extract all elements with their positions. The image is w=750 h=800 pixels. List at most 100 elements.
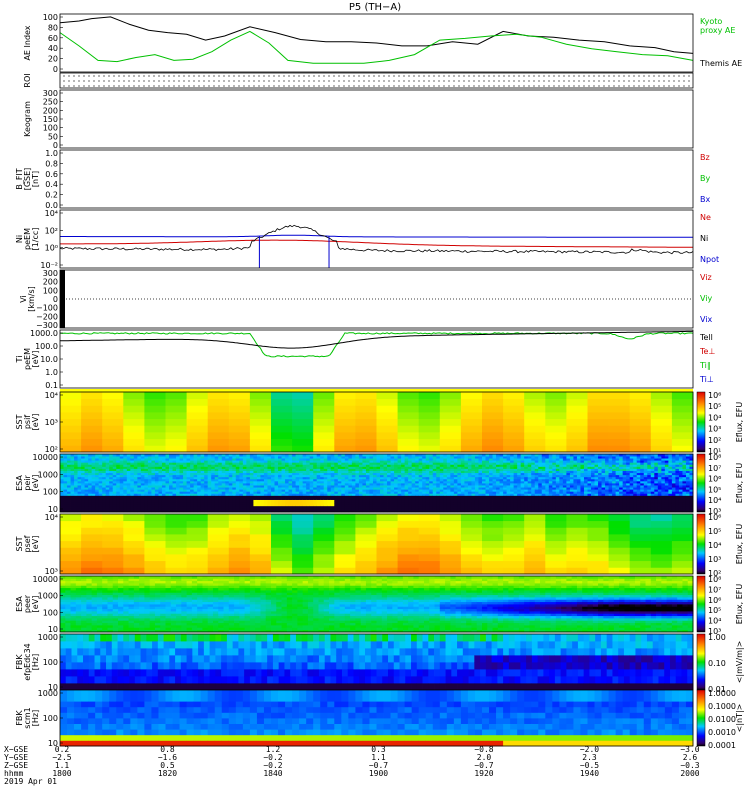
spectrogram-cell: [225, 499, 230, 503]
spectrogram-cell: [580, 499, 585, 503]
spectrogram-cell: [63, 483, 68, 486]
spectrogram-cell: [429, 503, 434, 507]
spectrogram-cell: [503, 503, 508, 507]
spectrogram-cell: [471, 495, 476, 498]
spectrogram-cell: [327, 472, 332, 476]
spectrogram-cell: [583, 499, 588, 503]
spectrogram-cell: [260, 495, 265, 498]
spectrogram-cell: [436, 507, 441, 511]
spectrogram-cell: [102, 495, 107, 498]
spectrogram-cell: [587, 432, 609, 440]
spectrogram-cell: [380, 489, 384, 492]
spectrogram-cell: [172, 478, 177, 482]
roi-dot: [453, 85, 455, 87]
spectrogram-cell: [464, 468, 469, 471]
spectrogram-cell: [372, 495, 377, 498]
spectrogram-cell: [102, 458, 107, 461]
spectrogram-cell: [496, 503, 500, 507]
spectrogram-cell: [119, 499, 124, 503]
spectrogram-cell: [200, 476, 205, 480]
spectrogram-cell: [559, 466, 564, 469]
spectrogram-cell: [88, 480, 93, 484]
spectrogram-cell: [140, 456, 145, 459]
spectrogram-cell: [274, 491, 279, 494]
spectrogram-cell: [527, 480, 532, 484]
spectrogram-cell: [271, 470, 275, 474]
spectrogram-cell: [464, 499, 469, 503]
roi-dot: [348, 75, 350, 77]
spectrogram-cell: [186, 485, 191, 488]
spectrogram-cell: [302, 460, 307, 463]
spectrogram-cell: [70, 466, 75, 469]
spectrogram-cell: [520, 478, 525, 482]
spectrogram-cell: [365, 478, 370, 482]
spectrogram-cell: [337, 497, 342, 500]
spectrogram-cell: [91, 476, 96, 480]
spectrogram-cell: [460, 460, 465, 463]
spectrogram-cell: [246, 464, 251, 467]
spectrogram-cell: [63, 476, 68, 480]
spectrogram-cell: [242, 503, 247, 507]
spectrogram-cell: [429, 483, 434, 486]
spectrogram-cell: [429, 493, 434, 496]
y-tick-label: 300: [43, 269, 58, 278]
roi-dot: [613, 80, 615, 82]
spectrogram-cell: [467, 509, 472, 513]
spectrogram-cell: [133, 454, 138, 457]
spectrogram-cell: [541, 485, 546, 488]
spectrogram-cell: [147, 501, 152, 505]
spectrogram-cell: [576, 472, 581, 476]
spectrogram-cell: [147, 503, 152, 507]
spectrogram-cell: [109, 485, 114, 488]
spectrogram-cell: [429, 476, 434, 480]
spectrogram-cell: [95, 489, 100, 492]
spectrogram-cell: [242, 468, 247, 471]
spectrogram-cell: [179, 489, 184, 492]
roi-dot: [348, 80, 350, 82]
spectrogram-cell: [285, 464, 289, 467]
spectrogram-cell: [158, 503, 163, 507]
spectrogram-cell: [70, 476, 75, 480]
spectrogram-cell: [348, 509, 353, 513]
spectrogram-cell: [334, 478, 339, 482]
spectrogram-cell: [506, 485, 511, 488]
spectrogram-cell: [260, 474, 265, 478]
spectrogram-cell: [183, 478, 187, 482]
spectrogram-cell: [260, 483, 265, 486]
spectrogram-cell: [397, 487, 402, 490]
spectrogram-cell: [467, 466, 472, 469]
spectrogram-cell: [576, 474, 581, 478]
roi-dot: [198, 80, 200, 82]
spectrogram-cell: [169, 509, 173, 513]
spectrogram-cell: [137, 476, 142, 480]
spectrogram-cell: [566, 472, 571, 476]
spectrogram-cell: [583, 497, 588, 500]
spectrogram-cell: [404, 462, 409, 465]
spectrogram-cell: [404, 493, 409, 496]
spectrogram-cell: [492, 468, 497, 471]
spectrogram-cell: [520, 476, 525, 480]
spectrogram-cell: [119, 507, 124, 511]
spectrogram-cell: [348, 454, 353, 457]
spectrogram-cell: [214, 489, 219, 492]
spectrogram-cell: [376, 480, 381, 484]
spectrogram-cell: [552, 480, 557, 484]
spectrogram-cell: [179, 495, 184, 498]
spectrogram-cell: [200, 485, 205, 488]
spectrogram-cell: [246, 474, 251, 478]
spectrogram-cell: [84, 499, 89, 503]
spectrogram-cell: [418, 480, 423, 484]
spectrogram-cell: [235, 493, 240, 496]
spectrogram-cell: [348, 495, 353, 498]
spectrogram-cell: [432, 483, 437, 486]
spectrogram-cell: [348, 470, 353, 474]
spectrogram-cell: [358, 509, 363, 513]
spectrogram-cell: [450, 468, 455, 471]
roi-dot: [538, 85, 540, 87]
spectrogram-cell: [330, 509, 335, 513]
spectrogram-cell: [376, 438, 398, 446]
spectrogram-cell: [608, 418, 631, 426]
plot-title: P5 (TH−A): [348, 2, 402, 13]
spectrogram-cell: [285, 495, 289, 498]
spectrogram-cell: [102, 470, 107, 474]
